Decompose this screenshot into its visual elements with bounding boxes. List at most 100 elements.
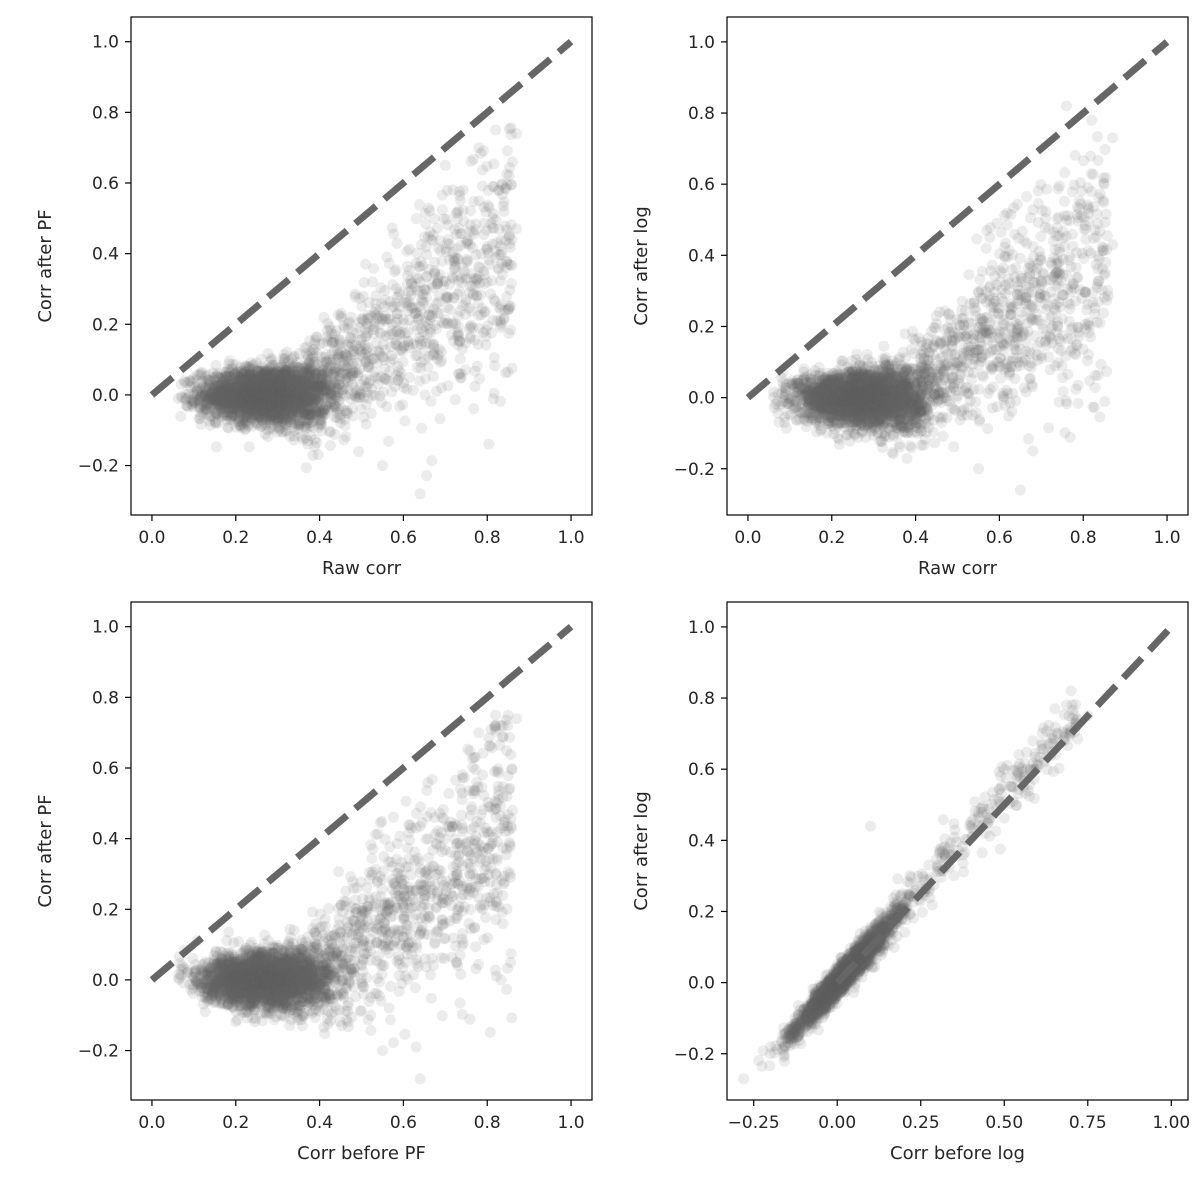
scatter-point [238,377,249,389]
scatter-point [501,145,513,157]
scatter-point [303,386,315,398]
scatter-point [215,385,227,397]
scatter-point [275,369,287,381]
scatter-point [495,303,507,315]
scatter-point [299,377,311,389]
scatter-point [222,381,233,393]
scatter-point [314,373,326,385]
scatter-point [273,411,285,423]
scatter-point [233,405,245,417]
scatter-point [271,414,283,426]
scatter-point [225,397,237,409]
scatter-point [286,392,298,404]
scatter-point [205,401,216,413]
scatter-point [266,390,278,402]
scatter-point [207,392,219,404]
scatter-point [257,369,269,381]
scatter-point [242,392,253,404]
scatter-point [237,388,249,399]
scatter-point [210,395,222,406]
scatter-point [251,375,263,387]
scatter-point [289,390,301,402]
scatter-point [291,373,303,385]
scatter-point [267,408,279,420]
scatter-point [295,372,307,384]
scatter-point [480,339,492,351]
scatter-point [253,393,265,405]
scatter-point [239,395,251,407]
scatter-point [195,367,207,379]
scatter-point [242,396,254,408]
scatter-point [211,390,223,401]
scatter-point [270,406,281,418]
scatter-point [305,353,317,365]
scatter-point [280,387,292,399]
scatter-point [292,394,304,406]
scatter-point [276,399,288,411]
scatter-point [249,403,261,415]
scatter-point [219,380,231,392]
scatter-point [234,371,246,383]
scatter-point [377,460,388,472]
scatter-point [274,394,286,406]
scatter-point [308,372,320,384]
scatter-point [255,366,267,377]
scatter-point [231,399,243,411]
scatter-point [256,400,268,412]
scatter-point [454,194,466,206]
scatter-point [223,387,235,399]
scatter-point [276,399,288,411]
scatter-point [246,378,258,390]
scatter-point [220,371,231,382]
scatter-point [230,406,242,418]
scatter-point [250,400,262,412]
scatter-point [210,359,222,371]
scatter-point [511,223,523,235]
scatter-point [263,378,275,390]
scatter-point [210,381,222,393]
scatter-point [235,370,247,382]
scatter-point [464,239,476,251]
scatter-point [347,410,359,422]
scatter-point [282,416,294,428]
scatter-point [254,400,266,412]
scatter-point [244,384,255,396]
scatter-point [260,367,272,379]
scatter-point [204,388,216,400]
scatter-point [266,386,278,398]
scatter-point [249,403,261,415]
scatter-point [220,401,232,413]
scatter-point [234,396,246,408]
scatter-point [275,384,286,396]
scatter-point [234,406,246,418]
scatter-point [201,376,212,388]
scatter-point [270,399,282,411]
scatter-point [286,373,298,385]
scatter-point [256,410,268,422]
scatter-point [273,405,285,417]
scatter-point [257,380,269,392]
scatter-point [263,396,275,408]
scatter-point [264,382,276,394]
scatter-point [266,412,278,424]
scatter-point [248,405,260,417]
scatter-point [265,391,277,403]
scatter-point [303,357,315,369]
scatter-point [200,401,212,412]
scatter-point [254,391,266,402]
scatter-point [256,405,268,417]
scatter-point [182,391,194,403]
scatter-point [476,180,488,192]
scatter-point [204,377,216,389]
scatter-point [390,297,402,309]
scatter-point [232,391,244,403]
scatter-point [248,408,260,420]
scatter-point [240,417,252,429]
scatter-point [270,378,281,390]
scatter-point [242,370,254,382]
scatter-point [223,375,235,387]
scatter-point [253,386,265,398]
scatter-point [286,397,298,409]
scatter-point [259,390,271,402]
scatter-point [275,388,287,400]
